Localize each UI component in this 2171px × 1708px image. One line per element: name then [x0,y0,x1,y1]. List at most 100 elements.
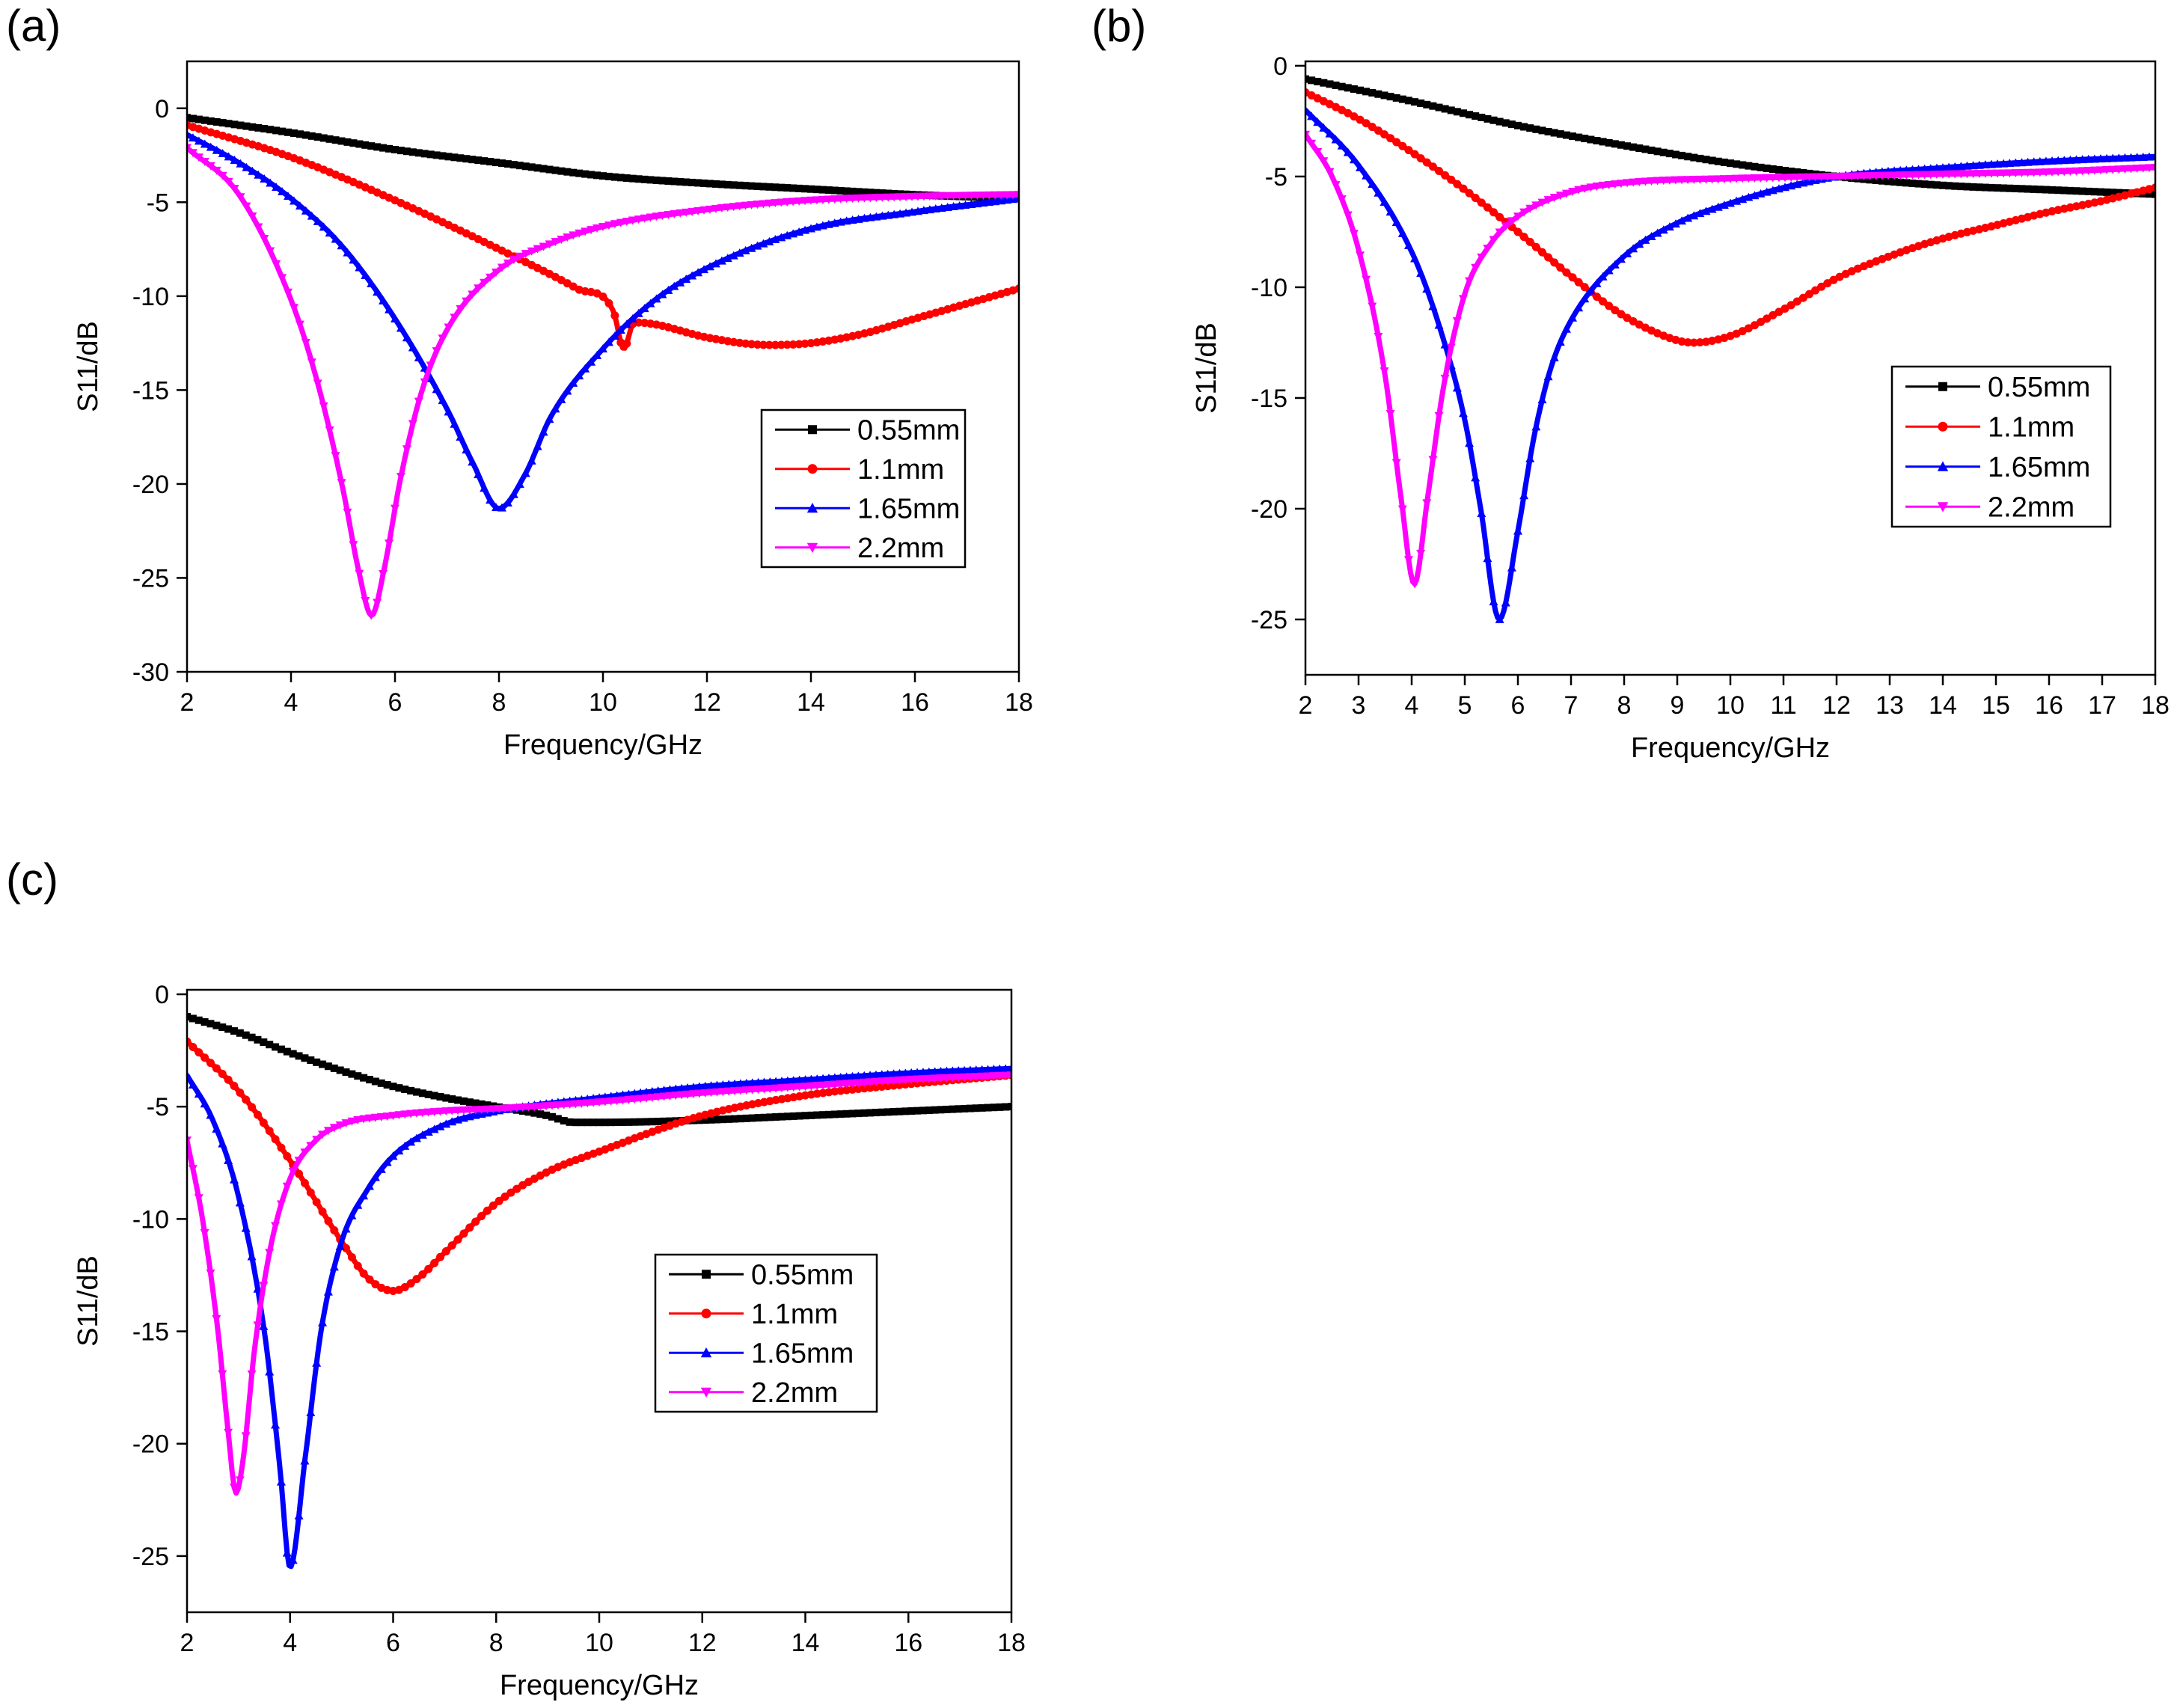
data-point [871,1070,881,1079]
data-point [1507,563,1516,572]
data-point [794,1075,804,1084]
data-point [438,152,447,160]
data-point [948,1074,958,1083]
y-tick-label: -5 [1265,163,1287,192]
data-point [187,1136,192,1145]
data-point [512,1184,521,1193]
data-point [468,457,477,466]
data-point [760,1113,768,1121]
data-point [373,143,382,151]
data-point [2012,185,2020,193]
data-point [382,1157,392,1166]
data-point [806,196,815,205]
data-point [1403,556,1413,565]
data-point [1422,284,1432,293]
data-point [682,274,691,283]
plot-area [187,1013,1011,1570]
data-point [688,271,697,280]
data-point [1956,162,1966,171]
series-2.2mm [187,1071,1011,1496]
data-point [212,166,221,175]
data-point [318,1130,328,1139]
data-point [978,1104,986,1112]
data-point [530,1103,539,1112]
data-point [438,334,447,343]
data-point [705,180,714,188]
data-point [860,1078,869,1087]
data-point [454,1096,462,1104]
y-tick-label: -20 [132,1430,169,1459]
data-point [486,158,494,166]
data-point [515,162,524,170]
data-point [1386,93,1394,101]
data-point [652,176,661,184]
data-point [480,157,489,165]
data-point [206,162,215,171]
data-point [1350,112,1359,121]
data-point [1586,286,1596,295]
data-point [577,1099,587,1108]
data-point [606,1097,616,1106]
data-point [483,1105,492,1114]
series-1.65mm [1305,105,2155,623]
data-point [705,262,714,271]
data-point [581,227,590,236]
data-point [1580,184,1590,193]
data-point [2126,153,2136,162]
data-point [2024,185,2032,193]
data-point [554,1115,562,1123]
data-point [2077,167,2087,176]
data-point [595,1118,603,1127]
data-point [1896,171,1905,180]
data-point [435,1121,445,1130]
data-point [551,404,560,413]
data-point [248,1033,256,1041]
data-point [800,339,809,348]
x-tick-label: 14 [797,688,825,717]
legend-item: 1.1mm [1905,411,2074,443]
data-point [634,318,643,327]
legend-marker [1937,461,1949,471]
data-point [414,149,423,157]
data-point [1786,174,1796,183]
data-point [2054,168,2063,177]
data-point [2041,168,2051,177]
data-point [462,155,471,163]
x-tick-label: 3 [1352,691,1366,720]
data-point [444,323,453,332]
data-point [1441,171,1450,180]
data-point [965,1073,975,1082]
data-point [907,1107,916,1115]
data-point [1356,115,1365,124]
data-point [483,1206,492,1215]
data-point [1816,173,1826,182]
data-point [824,195,833,204]
data-point [2066,186,2074,195]
data-point [1325,129,1335,138]
data-point [1537,395,1547,404]
data-point [2144,164,2154,173]
data-point [407,1086,415,1095]
data-point [1986,169,1996,178]
data-point [1616,180,1626,189]
panel-label: (a) [6,1,61,51]
data-point [396,147,405,155]
data-point [1702,156,1710,164]
data-point [489,1202,497,1210]
data-point [1683,213,1693,222]
data-point [1629,178,1638,187]
data-point [1841,172,1851,181]
data-point [800,197,810,206]
data-point [477,1211,486,1220]
data-point [530,1109,539,1117]
data-point [783,1083,792,1092]
data-point [824,1074,833,1083]
data-point [1428,162,1437,171]
data-point [545,414,554,423]
data-point [313,379,322,388]
data-point [1397,228,1407,237]
data-point [771,183,780,192]
data-point [301,338,310,347]
data-point [341,1224,351,1233]
legend-label: 0.55mm [1988,372,2090,403]
